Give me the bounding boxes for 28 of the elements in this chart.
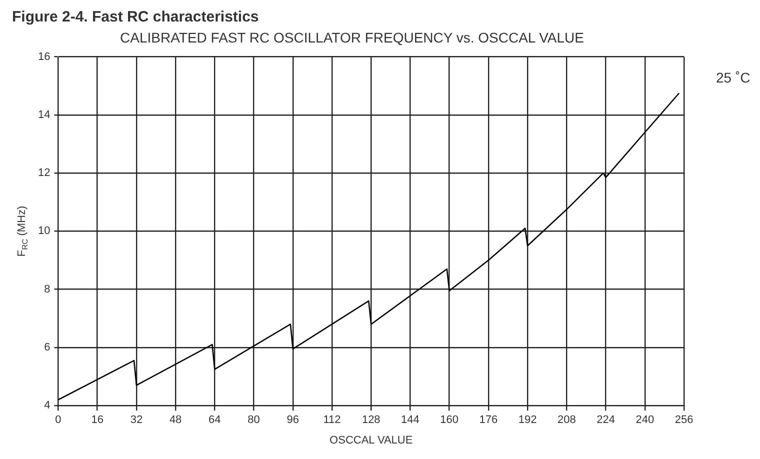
x-tick-label: 0 xyxy=(55,414,62,426)
x-tick-label: 192 xyxy=(518,414,537,426)
y-tick-label: 16 xyxy=(38,50,50,63)
y-tick-label: 8 xyxy=(44,283,50,296)
x-tick-label: 32 xyxy=(130,414,143,426)
x-tick-label: 96 xyxy=(286,414,300,426)
y-tick-label: 14 xyxy=(38,108,50,121)
x-tick-label: 208 xyxy=(557,414,576,426)
x-axis-title: OSCCAL VALUE xyxy=(330,434,413,446)
x-tick-label: 160 xyxy=(440,414,459,426)
chart-title: CALIBRATED FAST RC OSCILLATOR FREQUENCY vs. OSCCAL VALUE xyxy=(120,29,584,46)
x-tick-label: 128 xyxy=(362,414,380,426)
y-tick-label: 10 xyxy=(38,225,50,238)
x-tick-label: 144 xyxy=(401,414,420,426)
x-tick-label: 80 xyxy=(248,414,260,426)
x-tick-label: 224 xyxy=(596,414,615,426)
text: 25 ˚C xyxy=(716,70,750,86)
x-tick-label: 64 xyxy=(208,414,221,426)
x-tick-label: 48 xyxy=(169,414,182,426)
y-tick-label: 12 xyxy=(38,167,50,180)
y-tick-label: 4 xyxy=(44,400,50,412)
x-tick-label: 240 xyxy=(636,414,654,426)
x-tick-label: 112 xyxy=(323,414,341,426)
x-tick-label: 256 xyxy=(674,414,694,426)
x-tick-label: 176 xyxy=(479,414,498,426)
y-tick-label: 6 xyxy=(44,342,50,354)
caption: Figure 2-4. Fast RC characteristics xyxy=(12,8,259,26)
x-tick-label: 16 xyxy=(91,414,104,426)
